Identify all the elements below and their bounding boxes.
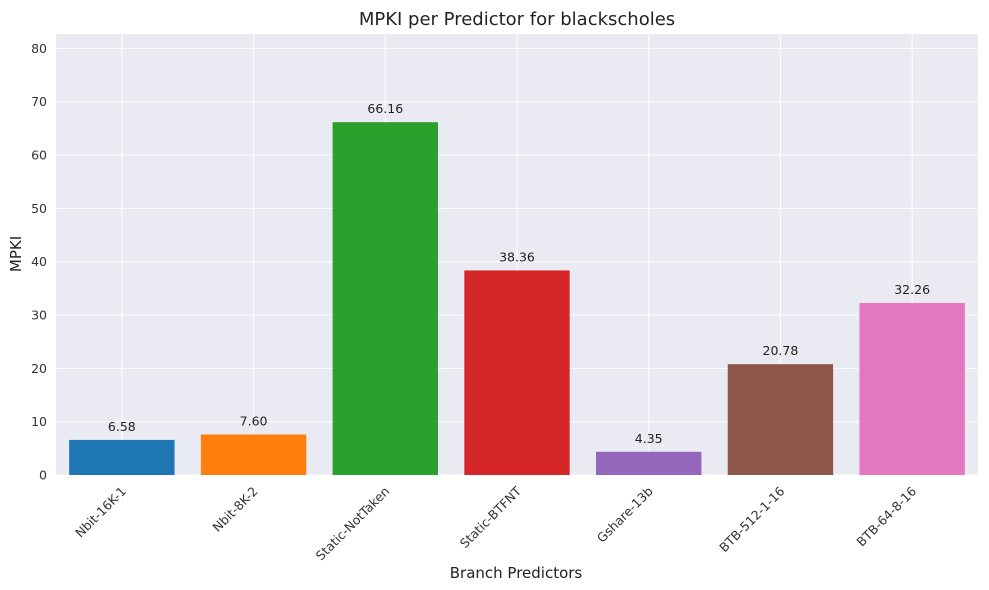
bar-nbit-16k-1: [69, 439, 175, 475]
bar-value-label: 38.36: [499, 249, 535, 264]
chart-title: MPKI per Predictor for blackscholes: [359, 9, 675, 30]
x-axis-label: Branch Predictors: [450, 564, 583, 582]
y-tick-label: 10: [31, 414, 47, 429]
x-tick-label: Nbit-8K-2: [209, 484, 260, 535]
y-tick-label: 60: [31, 148, 47, 163]
x-tick-label: Gshare-13b: [594, 483, 656, 545]
bar-value-label: 32.26: [894, 282, 930, 297]
bar-value-label: 20.78: [763, 343, 799, 358]
x-tick-label: BTB-512-1-16: [716, 483, 787, 554]
bar-value-label: 4.35: [635, 431, 663, 446]
x-tick-label: Static-NotTaken: [313, 484, 393, 564]
y-tick-label: 30: [31, 308, 47, 323]
bar-btb-64-8-16: [859, 302, 965, 475]
x-tick-label: Static-BTFNT: [457, 483, 525, 551]
y-tick-label: 80: [31, 41, 47, 56]
bar-value-label: 66.16: [367, 101, 403, 116]
y-tick-label: 50: [31, 201, 47, 216]
y-tick-label: 70: [31, 94, 47, 109]
y-axis-label: MPKI: [7, 236, 25, 272]
bar-gshare-13b: [596, 451, 702, 475]
bar-nbit-8k-2: [200, 434, 307, 475]
y-tick-label: 0: [39, 468, 47, 483]
bar-btb-512-1-16: [727, 364, 834, 475]
x-tick-label: Nbit-16K-1: [72, 484, 129, 541]
y-tick-label: 20: [31, 361, 47, 376]
bar-static-btfnt: [464, 270, 570, 475]
bar-value-label: 6.58: [108, 419, 136, 434]
bar-static-nottaken: [332, 122, 438, 475]
x-tick-label: BTB-64-8-16: [853, 483, 919, 549]
bar-value-label: 7.60: [240, 413, 268, 428]
y-tick-label: 40: [31, 254, 47, 269]
